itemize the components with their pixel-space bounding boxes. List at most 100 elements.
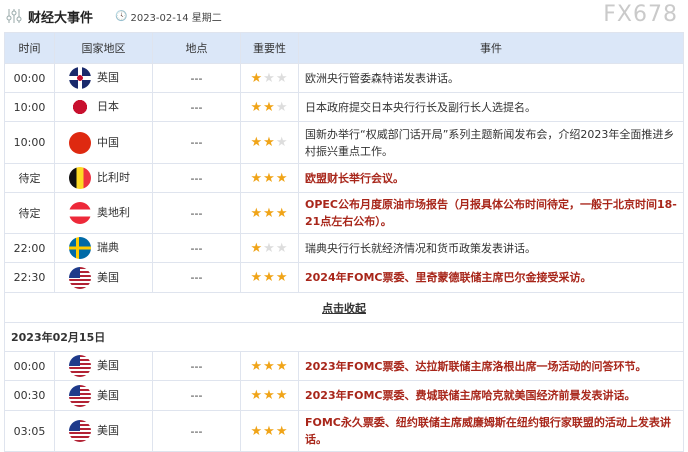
event-country: 比利时 bbox=[54, 163, 153, 193]
header-date: 🕓 2023-02-14 星期二 bbox=[115, 10, 222, 24]
event-time: 00:30 bbox=[4, 380, 55, 411]
table-row: 10:00 中国 --- ★★★ 国新办举行“权威部门话开局”系列主题新闻发布会… bbox=[4, 121, 684, 164]
star-icon: ★ bbox=[250, 240, 264, 256]
event-description[interactable]: 2023年FOMC票委、达拉斯联储主席洛根出席一场活动的问答环节。 bbox=[298, 351, 684, 381]
event-time: 03:05 bbox=[4, 410, 55, 452]
event-description[interactable]: 欧洲央行管委森特诺发表讲话。 bbox=[298, 63, 684, 93]
event-location: --- bbox=[152, 163, 241, 193]
star-icon: ★ bbox=[275, 270, 289, 285]
event-location: --- bbox=[152, 351, 241, 381]
col-event: 事件 bbox=[298, 32, 684, 64]
page-title: 财经大事件 bbox=[28, 10, 94, 26]
importance-stars: ★★★ bbox=[240, 233, 299, 263]
event-country: 瑞典 bbox=[54, 233, 153, 263]
star-icon: ★ bbox=[275, 99, 289, 115]
event-description[interactable]: 欧盟财长举行会议。 bbox=[298, 163, 684, 193]
day2-label: 2023年02月15日 bbox=[4, 322, 684, 352]
importance-stars: ★★★ bbox=[240, 262, 299, 293]
event-description[interactable]: 2024年FOMC票委、里奇蒙德联储主席巴尔金接受采访。 bbox=[298, 262, 684, 293]
flag-jp-icon bbox=[69, 96, 91, 118]
star-icon: ★ bbox=[250, 70, 264, 86]
clock-icon: 🕓 bbox=[115, 10, 128, 22]
star-icon: ★ bbox=[263, 135, 276, 150]
event-description[interactable]: 2023年FOMC票委、费城联储主席哈克就美国经济前景发表讲话。 bbox=[298, 380, 684, 411]
importance-stars: ★★★ bbox=[240, 63, 299, 93]
event-country: 中国 bbox=[54, 121, 153, 164]
event-description[interactable]: 国新办举行“权威部门话开局”系列主题新闻发布会，介绍2023年全面推进乡村振兴重… bbox=[298, 121, 684, 164]
event-description[interactable]: FOMC永久票委、纽约联储主席威廉姆斯在纽约银行家联盟的活动上发表讲话。 bbox=[298, 410, 684, 452]
event-time: 00:00 bbox=[4, 63, 55, 93]
star-icon: ★ bbox=[275, 423, 289, 439]
event-location: --- bbox=[152, 192, 241, 234]
star-icon: ★ bbox=[263, 205, 276, 221]
event-description[interactable]: 瑞典央行行长就经济情况和货币政策发表讲话。 bbox=[298, 233, 684, 263]
star-icon: ★ bbox=[250, 99, 264, 115]
event-country: 英国 bbox=[54, 63, 153, 93]
event-country: 美国 bbox=[54, 380, 153, 411]
star-icon: ★ bbox=[263, 423, 276, 439]
event-location: --- bbox=[152, 233, 241, 263]
flag-at-icon bbox=[69, 202, 91, 224]
event-time: 10:00 bbox=[4, 121, 55, 164]
star-icon: ★ bbox=[250, 170, 264, 186]
flag-se-icon bbox=[69, 237, 91, 259]
event-description[interactable]: OPEC公布月度原油市场报告（月报具体公布时间待定，一般于北京时间18-21点左… bbox=[298, 192, 684, 234]
date-row: 2023年02月15日 bbox=[4, 322, 684, 352]
table-row: 22:30 美国 --- ★★★ 2024年FOMC票委、里奇蒙德联储主席巴尔金… bbox=[4, 262, 684, 293]
star-icon: ★ bbox=[250, 358, 264, 374]
star-icon: ★ bbox=[250, 205, 264, 221]
flag-uk-icon bbox=[69, 67, 91, 89]
importance-stars: ★★★ bbox=[240, 121, 299, 164]
event-location: --- bbox=[152, 262, 241, 293]
table-header: 时间 国家地区 地点 重要性 事件 bbox=[4, 32, 684, 64]
flag-cn-icon bbox=[69, 131, 91, 154]
flag-us-icon bbox=[69, 266, 91, 289]
event-location: --- bbox=[152, 121, 241, 164]
star-icon: ★ bbox=[263, 240, 276, 256]
watermark: FX678 bbox=[603, 2, 678, 27]
star-icon: ★ bbox=[250, 135, 264, 150]
event-country: 美国 bbox=[54, 262, 153, 293]
star-icon: ★ bbox=[275, 205, 289, 221]
star-icon: ★ bbox=[250, 423, 264, 439]
col-location: 地点 bbox=[152, 32, 241, 64]
page-header: 财经大事件 🕓 2023-02-14 星期二 bbox=[6, 6, 222, 26]
collapse-row: 点击收起 bbox=[4, 292, 684, 323]
importance-stars: ★★★ bbox=[240, 410, 299, 452]
importance-stars: ★★★ bbox=[240, 92, 299, 122]
col-country: 国家地区 bbox=[54, 32, 153, 64]
table-row: 22:00 瑞典 --- ★★★ 瑞典央行行长就经济情况和货币政策发表讲话。 bbox=[4, 233, 684, 263]
event-time: 待定 bbox=[4, 192, 55, 234]
star-icon: ★ bbox=[263, 388, 276, 403]
star-icon: ★ bbox=[275, 388, 289, 403]
table-row: 待定 比利时 --- ★★★ 欧盟财长举行会议。 bbox=[4, 163, 684, 193]
event-time: 22:00 bbox=[4, 233, 55, 263]
event-country: 奥地利 bbox=[54, 192, 153, 234]
star-icon: ★ bbox=[275, 70, 289, 86]
event-country: 日本 bbox=[54, 92, 153, 122]
star-icon: ★ bbox=[263, 99, 276, 115]
star-icon: ★ bbox=[263, 70, 276, 86]
col-time: 时间 bbox=[4, 32, 55, 64]
event-time: 00:00 bbox=[4, 351, 55, 381]
event-description[interactable]: 日本政府提交日本央行行长及副行长人选提名。 bbox=[298, 92, 684, 122]
flag-be-icon bbox=[69, 167, 91, 189]
table-row: 10:00 日本 --- ★★★ 日本政府提交日本央行行长及副行长人选提名。 bbox=[4, 92, 684, 122]
flag-us-icon bbox=[69, 384, 91, 407]
table-row: 00:00 美国 --- ★★★ 2023年FOMC票委、达拉斯联储主席洛根出席… bbox=[4, 351, 684, 381]
star-icon: ★ bbox=[250, 388, 264, 403]
table-row: 03:05 美国 --- ★★★ FOMC永久票委、纽约联储主席威廉姆斯在纽约银… bbox=[4, 410, 684, 452]
star-icon: ★ bbox=[275, 135, 289, 150]
event-location: --- bbox=[152, 380, 241, 411]
event-location: --- bbox=[152, 92, 241, 122]
event-country: 美国 bbox=[54, 351, 153, 381]
col-importance: 重要性 bbox=[240, 32, 299, 64]
event-time: 10:00 bbox=[4, 92, 55, 122]
event-time: 待定 bbox=[4, 163, 55, 193]
star-icon: ★ bbox=[263, 170, 276, 186]
importance-stars: ★★★ bbox=[240, 163, 299, 193]
event-location: --- bbox=[152, 63, 241, 93]
event-time: 22:30 bbox=[4, 262, 55, 293]
collapse-link[interactable]: 点击收起 bbox=[4, 292, 684, 323]
flag-us-icon bbox=[69, 420, 91, 442]
